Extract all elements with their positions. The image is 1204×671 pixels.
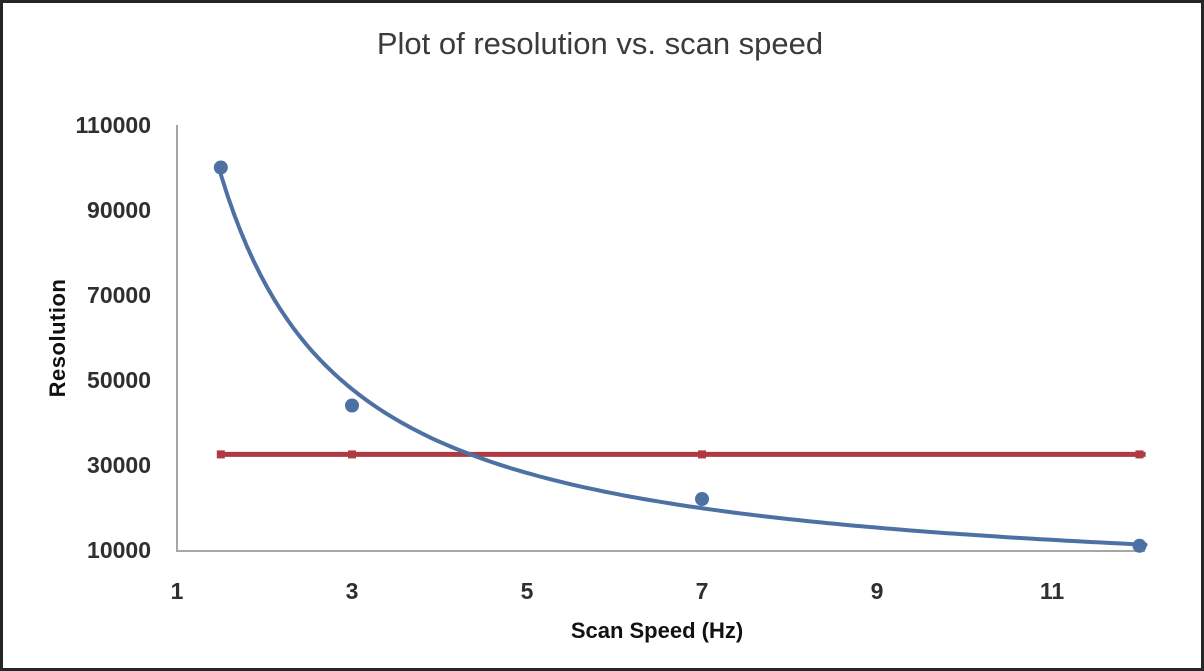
y-axis-tick-label: 30000 (87, 452, 151, 478)
y-axis-tick-label: 70000 (87, 282, 151, 308)
y-axis-tick-label: 10000 (87, 537, 151, 563)
resolution-data-point (1132, 538, 1147, 553)
y-axis-tick-label: 90000 (87, 197, 151, 223)
y-axis-tick-label: 110000 (75, 112, 151, 138)
resolution-data-point (213, 160, 228, 175)
chart-title: Plot of resolution vs. scan speed (376, 26, 824, 61)
x-axis-tick-label: 3 (345, 578, 359, 604)
resolution-data-point (695, 492, 709, 506)
resolution-data-point (345, 398, 359, 413)
y-axis-tick-label: 50000 (87, 367, 151, 393)
x-axis-title: Scan Speed (Hz) (570, 618, 744, 643)
x-axis-tick-label: 1 (170, 578, 184, 604)
resolution-data-trendline (218, 172, 1148, 547)
x-axis-tick-label: 7 (695, 578, 709, 604)
x-axis-tick-label: 11 (1039, 578, 1065, 604)
threshold-point (348, 450, 356, 459)
x-axis-tick-label: 9 (870, 578, 884, 604)
threshold-point (1135, 450, 1144, 459)
threshold-point (216, 450, 225, 459)
x-axis-tick-label: 5 (520, 578, 534, 604)
threshold-point (698, 450, 706, 459)
plot-area (176, 125, 1148, 553)
